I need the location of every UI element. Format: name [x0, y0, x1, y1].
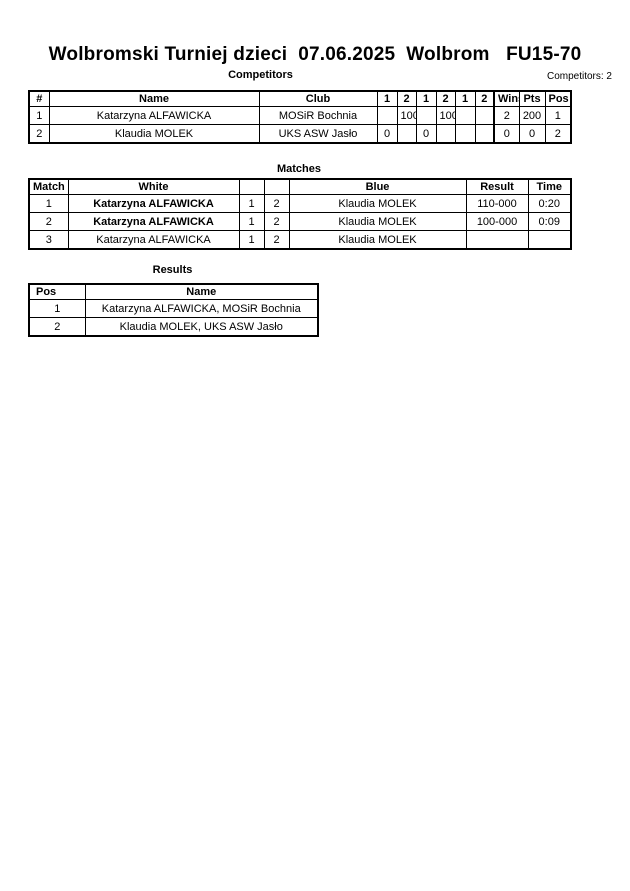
result-row: 2 Klaudia MOLEK, UKS ASW Jasło [28, 317, 319, 337]
score-cell [474, 124, 495, 144]
score-cell [376, 106, 398, 125]
col-header-blue: Blue [288, 178, 467, 195]
col-header-number: # [28, 90, 50, 107]
match-result: 100-000 [465, 212, 529, 231]
results-table: Pos Name 1 Katarzyna ALFAWICKA, MOSiR Bo… [28, 283, 319, 337]
competitor-wins: 0 [493, 124, 520, 144]
col-header-white-num [238, 178, 265, 195]
results-heading: Results [152, 264, 193, 276]
result-pos: 1 [28, 299, 86, 318]
competitor-club: MOSiR Bochnia [258, 106, 378, 125]
competitor-number: 1 [28, 106, 50, 125]
competitor-number: 2 [28, 124, 50, 144]
col-header-round-2: 2 [396, 90, 417, 107]
competitors-count-label: Competitors: 2 [546, 71, 612, 82]
match-result [465, 230, 529, 250]
matches-header-row: Match White Blue Result Time [28, 178, 572, 195]
score-cell: 100 [435, 106, 456, 125]
match-number: 3 [28, 230, 69, 250]
col-header-pos: Pos [544, 90, 572, 107]
competitors-heading: Competitors [228, 69, 293, 81]
white-competitor-number: 1 [238, 230, 265, 250]
blue-competitor-number: 2 [263, 194, 290, 213]
competitor-row: 1 Katarzyna ALFAWICKA MOSiR Bochnia 100 … [28, 106, 572, 125]
score-cell [415, 106, 437, 125]
competitor-pts: 0 [518, 124, 546, 144]
score-cell: 0 [376, 124, 398, 144]
col-header-club: Club [258, 90, 378, 107]
score-cell [474, 106, 495, 125]
matches-heading: Matches [276, 163, 322, 175]
competitor-wins: 2 [493, 106, 520, 125]
result-pos: 2 [28, 317, 86, 337]
col-header-pts: Pts [518, 90, 546, 107]
score-cell [454, 124, 476, 144]
match-row: 2 Katarzyna ALFAWICKA 1 2 Klaudia MOLEK … [28, 212, 572, 231]
col-header-wins: Wins [493, 90, 520, 107]
col-header-round-6: 2 [474, 90, 495, 107]
col-header-pos: Pos [28, 283, 86, 300]
white-competitor-name: Katarzyna ALFAWICKA [67, 194, 240, 213]
col-header-round-1: 1 [376, 90, 398, 107]
blue-competitor-number: 2 [263, 230, 290, 250]
match-number: 2 [28, 212, 69, 231]
competitor-name: Klaudia MOLEK [48, 124, 260, 144]
page-title: Wolbromski Turniej dzieci 07.06.2025 Wol… [48, 44, 582, 65]
match-row: 1 Katarzyna ALFAWICKA 1 2 Klaudia MOLEK … [28, 194, 572, 213]
white-competitor-name: Katarzyna ALFAWICKA [67, 230, 240, 250]
col-header-time: Time [527, 178, 572, 195]
col-header-round-4: 2 [435, 90, 456, 107]
white-competitor-name: Katarzyna ALFAWICKA [67, 212, 240, 231]
result-name: Katarzyna ALFAWICKA, MOSiR Bochnia [84, 299, 319, 318]
result-name: Klaudia MOLEK, UKS ASW Jasło [84, 317, 319, 337]
match-row: 3 Katarzyna ALFAWICKA 1 2 Klaudia MOLEK [28, 230, 572, 250]
result-row: 1 Katarzyna ALFAWICKA, MOSiR Bochnia [28, 299, 319, 318]
competitor-club: UKS ASW Jasło [258, 124, 378, 144]
col-header-result: Result [465, 178, 529, 195]
blue-competitor-number: 2 [263, 212, 290, 231]
score-cell [435, 124, 456, 144]
competitor-pos: 2 [544, 124, 572, 144]
white-competitor-number: 1 [238, 212, 265, 231]
match-time: 0:09 [527, 212, 572, 231]
score-cell: 100 [396, 106, 417, 125]
col-header-match: Match [28, 178, 69, 195]
match-number: 1 [28, 194, 69, 213]
blue-competitor-name: Klaudia MOLEK [288, 212, 467, 231]
results-header-row: Pos Name [28, 283, 319, 300]
competitor-name: Katarzyna ALFAWICKA [48, 106, 260, 125]
competitors-table: # Name Club 1 2 1 2 1 2 Wins Pts Pos 1 K… [28, 90, 572, 144]
score-cell [396, 124, 417, 144]
score-cell [454, 106, 476, 125]
match-time [527, 230, 572, 250]
col-header-round-5: 1 [454, 90, 476, 107]
col-header-name: Name [84, 283, 319, 300]
col-header-name: Name [48, 90, 260, 107]
match-time: 0:20 [527, 194, 572, 213]
competitor-pos: 1 [544, 106, 572, 125]
score-cell: 0 [415, 124, 437, 144]
match-result: 110-000 [465, 194, 529, 213]
blue-competitor-name: Klaudia MOLEK [288, 194, 467, 213]
competitor-row: 2 Klaudia MOLEK UKS ASW Jasło 0 0 0 0 2 [28, 124, 572, 144]
blue-competitor-name: Klaudia MOLEK [288, 230, 467, 250]
matches-table: Match White Blue Result Time 1 Katarzyna… [28, 178, 572, 250]
white-competitor-number: 1 [238, 194, 265, 213]
col-header-round-3: 1 [415, 90, 437, 107]
col-header-blue-num [263, 178, 290, 195]
competitors-header-row: # Name Club 1 2 1 2 1 2 Wins Pts Pos [28, 90, 572, 107]
competitor-pts: 200 [518, 106, 546, 125]
col-header-white: White [67, 178, 240, 195]
